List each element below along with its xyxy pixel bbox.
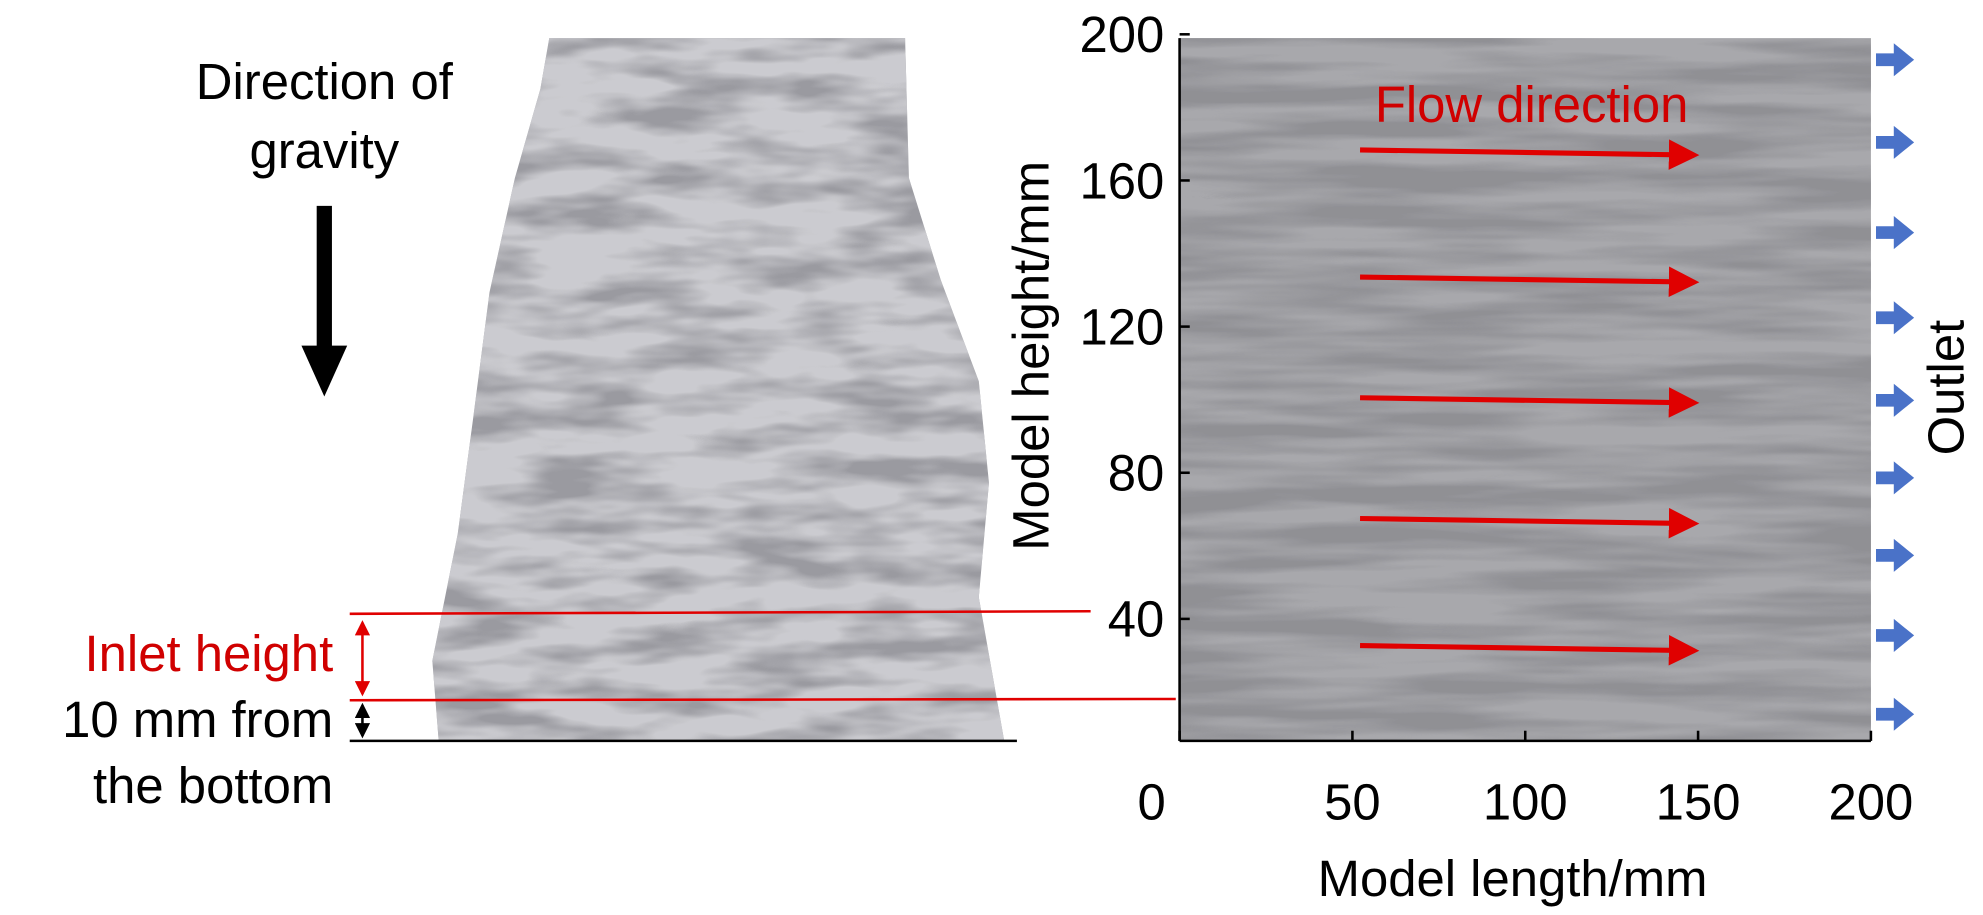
gravity-arrow	[301, 205, 348, 397]
bottom-label: the bottom	[93, 757, 333, 814]
x-tick-label: 150	[1656, 774, 1741, 831]
x-tick-label: 0	[1137, 774, 1165, 831]
x-tick-label: 50	[1324, 774, 1381, 831]
inlet-line	[349, 697, 1176, 702]
x-axis-title: Model length/mm	[1318, 850, 1708, 907]
x-tick-label: 100	[1483, 774, 1568, 831]
inlet-label: Inlet height	[85, 625, 334, 682]
outlet-label: Outlet	[1918, 320, 1975, 456]
flow-arrow	[1360, 507, 1700, 539]
gravity-label: gravity	[249, 122, 399, 179]
outlet-arrow	[1876, 216, 1915, 250]
y-axis-title: Model height/mm	[1003, 161, 1060, 551]
plot-area	[1178, 38, 1871, 743]
y-tick-label: 200	[1080, 6, 1165, 63]
y-tick-label: 120	[1080, 298, 1165, 355]
flow-label: Flow direction	[1375, 76, 1689, 133]
map-texture	[1179, 38, 1871, 741]
gravity-label: Direction of	[196, 53, 454, 110]
x-tick-label: 200	[1829, 774, 1914, 831]
outlet-arrow	[1876, 618, 1915, 652]
outlet-arrow	[1876, 538, 1915, 572]
y-tick-label: 160	[1080, 152, 1165, 209]
outlet-arrow	[1876, 461, 1915, 495]
y-tick-label: 80	[1108, 445, 1165, 502]
outlet-arrow	[1876, 383, 1915, 417]
inlet-line	[349, 610, 1091, 616]
flow-arrow	[1360, 635, 1700, 666]
outlet-arrow	[1876, 125, 1915, 159]
outlet-arrow	[1876, 43, 1915, 77]
y-tick-label: 40	[1108, 591, 1165, 648]
outlet-arrow	[1876, 301, 1915, 335]
outlet-arrow	[1876, 697, 1915, 731]
bottom-label: 10 mm from	[62, 691, 333, 748]
rock-render	[432, 38, 1005, 741]
flow-arrow	[1360, 387, 1700, 418]
flow-arrow	[1360, 266, 1700, 297]
flow-arrow	[1360, 139, 1700, 170]
